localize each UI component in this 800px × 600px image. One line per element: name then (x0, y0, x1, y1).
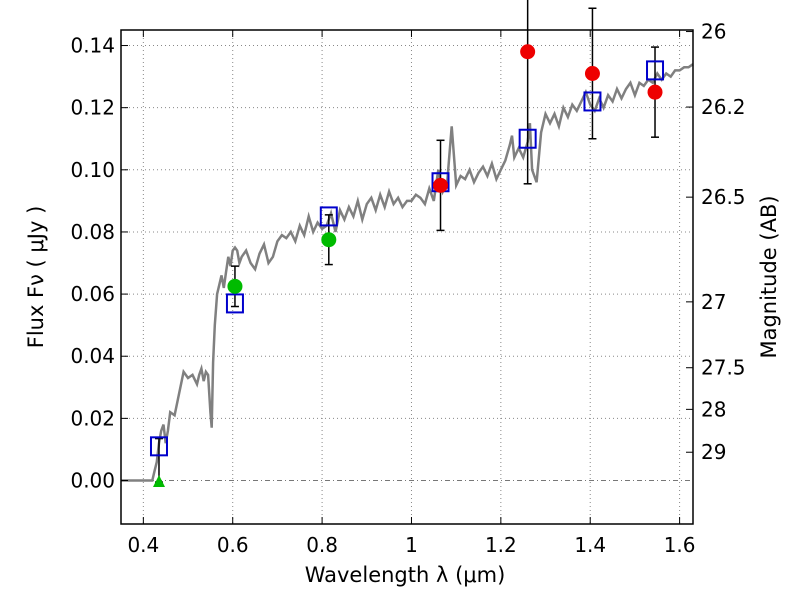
grid-layer (121, 30, 693, 524)
mag-tick-label: 28 (701, 397, 726, 421)
y-tick-label: 0.02 (70, 406, 115, 430)
x-tick-label: 1 (405, 533, 418, 557)
model-spectrum-line (121, 63, 694, 482)
upper-limit-triangle (152, 475, 165, 488)
y-tick-label: 0.12 (70, 96, 115, 120)
axes-layer: 0.4 0.6 0.8 1 1.2 1.4 1.6 0.00 0.02 0.04 0.06 0.08 0… (70, 20, 745, 557)
x-tick-label: 1.6 (664, 533, 696, 557)
y-tick-label: 0.06 (70, 282, 115, 306)
x-tick-label: 0.8 (306, 533, 338, 557)
mag-tick-label: 26 (701, 20, 726, 44)
y-tick-label: 0.14 (70, 34, 115, 58)
y-tick-label: 0.08 (70, 220, 115, 244)
detection-point (647, 84, 663, 100)
mag-tick-label: 27.5 (701, 356, 746, 380)
mag-tick-label: 29 (701, 440, 726, 464)
x-tick-label: 0.6 (217, 533, 249, 557)
detection-point (433, 177, 449, 193)
x-tick-label: 1.4 (574, 533, 606, 557)
x-axis-label: Wavelength λ (μm) (305, 563, 506, 587)
detection-point (227, 278, 243, 294)
y-tick-label: 0.00 (70, 469, 115, 493)
model-flux-square (518, 128, 537, 149)
model-flux-square (646, 60, 665, 81)
y-axis-label: Flux Fν ( μJy ) (24, 206, 48, 349)
model-flux-square (319, 206, 338, 227)
plot-frame (120, 29, 694, 525)
mag-tick-label: 26.5 (701, 185, 746, 209)
y-tick-label: 0.10 (70, 158, 115, 182)
mag-tick-label: 26.2 (701, 95, 746, 119)
detection-point (520, 44, 536, 60)
y-tick-label: 0.04 (70, 344, 115, 368)
detection-point (584, 65, 600, 81)
x-tick-label: 1.2 (485, 533, 517, 557)
data-layer (121, 0, 694, 488)
right-axis-label: Magnitude (AB) (757, 195, 781, 358)
mag-tick-label: 27 (701, 290, 726, 314)
detection-point (321, 232, 337, 248)
model-flux-square (225, 293, 244, 314)
x-tick-label: 0.4 (127, 533, 159, 557)
model-flux-square (583, 91, 602, 112)
model-flux-square (149, 436, 168, 457)
